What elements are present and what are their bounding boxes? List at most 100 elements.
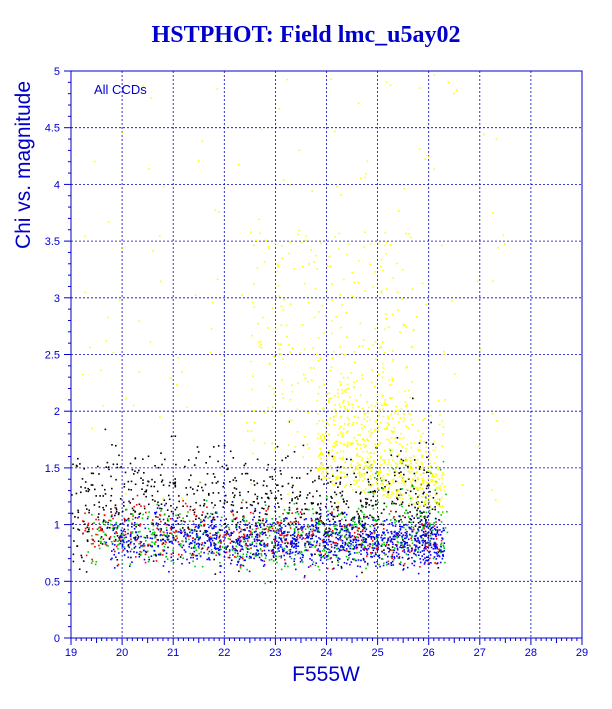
data-point [339,425,342,428]
data-point [322,452,324,455]
data-point [284,542,286,545]
data-point [397,536,400,538]
data-point [440,490,442,492]
data-point [257,502,260,505]
data-point [136,551,138,554]
data-point [355,399,357,401]
data-point [338,232,340,235]
data-point [422,516,425,518]
data-point [320,466,323,469]
data-point [383,403,386,406]
data-point [444,399,446,401]
data-point [139,530,141,533]
data-point [122,247,124,249]
data-point [189,486,192,489]
data-point [193,541,196,544]
data-point [123,554,126,556]
data-point [167,539,169,541]
data-point [436,503,439,505]
data-point [112,351,115,354]
data-point [443,550,445,552]
data-point [195,532,198,535]
data-point [374,405,377,407]
data-point [253,439,255,442]
data-point [427,525,429,528]
data-point [159,474,162,476]
data-point [369,475,371,477]
data-point [436,502,438,504]
data-point [384,231,387,234]
data-point [416,488,419,490]
data-point [340,567,343,569]
data-point [446,510,448,513]
data-point [173,538,175,541]
data-point [245,537,247,540]
data-point [216,547,218,550]
data-point [350,372,353,374]
data-point [260,343,262,346]
data-point [239,540,242,543]
data-point [269,476,271,478]
data-point [400,518,402,521]
data-point [382,269,384,272]
data-point [106,527,108,529]
data-point [330,501,332,503]
data-point [373,536,376,539]
data-point [318,475,320,478]
data-point [370,432,372,435]
data-point [146,517,149,520]
data-point [125,508,128,511]
data-point [324,530,326,532]
data-point [372,519,374,521]
data-point [100,536,103,538]
data-point [233,487,236,489]
data-point [364,290,367,292]
data-point [398,409,401,412]
data-point [353,535,356,538]
data-point [302,531,304,533]
data-point [289,551,292,553]
data-point [138,469,140,472]
data-point [216,278,219,280]
data-point [98,506,101,508]
data-point [330,320,333,322]
data-point [192,547,195,549]
data-point [203,503,206,505]
data-point [384,545,387,547]
data-point [281,245,283,247]
data-point [92,472,95,475]
data-point [120,532,123,535]
data-point [378,543,380,546]
data-point [323,332,326,334]
data-point [199,504,202,507]
data-point [217,549,220,552]
data-point [433,522,435,524]
data-point [289,241,291,244]
data-point [318,553,320,556]
data-point [348,534,350,537]
data-point [392,478,395,480]
data-point [413,455,415,457]
data-point [411,534,413,537]
data-point [363,549,365,551]
data-point [321,440,324,442]
data-point [364,446,366,448]
data-point [327,554,330,557]
all-ccds-annotation: All CCDs [94,82,147,97]
data-point [230,532,232,535]
data-point [393,502,395,505]
data-point [119,535,122,537]
data-point [247,545,249,547]
data-point [364,478,366,480]
data-point [111,514,113,516]
data-point [189,508,191,511]
data-point [326,534,328,537]
data-point [341,392,344,394]
data-point [376,561,378,563]
data-point [100,542,102,545]
data-point [118,552,120,554]
data-point [359,517,362,520]
data-point [414,539,416,542]
data-point [357,281,359,284]
data-point [404,543,406,545]
